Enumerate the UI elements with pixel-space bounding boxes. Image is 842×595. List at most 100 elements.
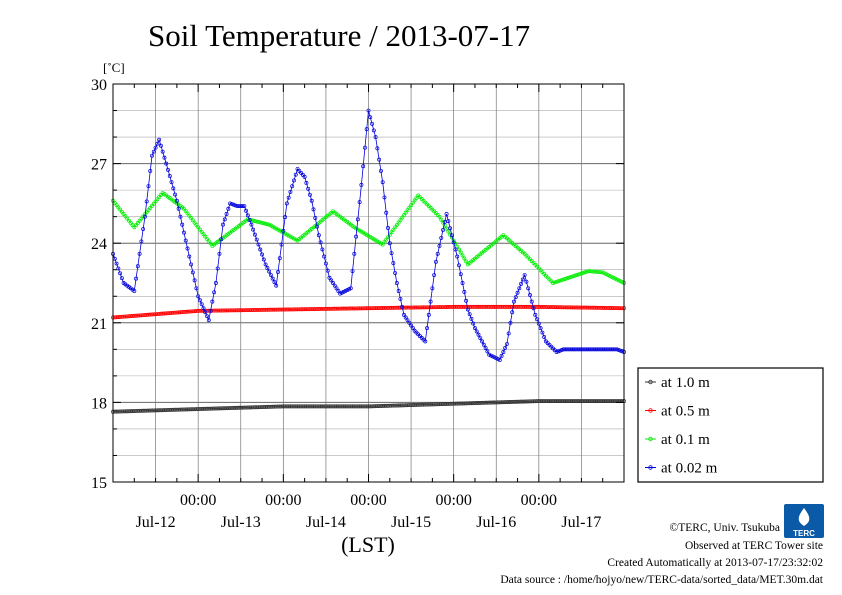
data-point <box>174 310 179 315</box>
data-point <box>119 276 124 281</box>
observed-text: Observed at TERC Tower site <box>685 540 823 552</box>
data-point <box>403 315 408 320</box>
data-point <box>192 309 197 314</box>
data-point <box>183 407 188 412</box>
data-point <box>613 347 618 352</box>
data-point <box>419 305 424 310</box>
data-point <box>375 146 380 151</box>
data-point <box>318 307 323 311</box>
data-point <box>189 262 194 267</box>
data-point <box>510 399 515 404</box>
data-point <box>529 299 534 304</box>
data-point <box>157 408 162 413</box>
data-point <box>245 213 250 218</box>
data-point <box>572 273 577 278</box>
data-point <box>403 210 408 215</box>
data-point <box>611 306 616 310</box>
data-point <box>432 402 437 407</box>
data-point <box>464 259 469 264</box>
data-point <box>329 404 334 409</box>
data-point <box>400 215 405 220</box>
data-point <box>182 407 186 412</box>
data-point <box>162 311 167 316</box>
data-point <box>325 306 330 311</box>
data-point <box>536 321 541 326</box>
data-point <box>292 178 296 183</box>
data-point <box>190 309 195 314</box>
data-point <box>524 279 529 284</box>
y-tick-label: 15 <box>91 475 107 492</box>
data-point <box>515 290 520 295</box>
y-tick-label: 30 <box>91 77 107 94</box>
data-point <box>384 237 389 242</box>
data-point <box>221 406 225 411</box>
data-point <box>400 403 405 408</box>
data-point <box>355 217 360 222</box>
data-point <box>490 400 495 405</box>
data-point <box>334 306 339 311</box>
data-point <box>540 304 545 309</box>
data-point <box>478 400 483 405</box>
data-point <box>384 210 389 215</box>
data-point <box>386 403 390 408</box>
data-point <box>549 305 554 310</box>
data-point <box>556 399 561 404</box>
data-point <box>396 289 401 293</box>
data-point <box>171 310 176 315</box>
data-point <box>386 305 390 310</box>
data-point <box>453 401 458 406</box>
data-point <box>238 405 243 410</box>
data-point <box>265 266 270 270</box>
data-point <box>178 407 183 412</box>
data-point <box>290 184 295 189</box>
data-point <box>341 306 346 311</box>
data-point <box>382 195 387 200</box>
data-point <box>148 408 153 413</box>
data-point <box>283 215 288 220</box>
data-point <box>394 281 399 285</box>
data-point <box>428 305 433 310</box>
data-point <box>182 230 186 235</box>
data-point <box>538 326 543 331</box>
data-point <box>315 224 319 229</box>
data-point <box>217 308 222 313</box>
data-point <box>192 278 197 283</box>
data-point <box>290 307 295 312</box>
data-point <box>402 213 406 218</box>
data-point <box>387 403 392 408</box>
data-point <box>155 312 160 316</box>
data-point <box>361 306 366 311</box>
data-point <box>304 180 309 185</box>
data-point <box>496 400 500 405</box>
data-point <box>272 307 277 312</box>
data-point <box>155 141 160 146</box>
x-date-label: Jul-17 <box>561 514 601 531</box>
data-point <box>233 308 238 313</box>
data-point <box>446 305 451 309</box>
data-point <box>478 336 483 341</box>
data-point <box>370 121 374 126</box>
data-point <box>508 304 513 309</box>
data-point <box>382 403 387 408</box>
data-point <box>325 268 330 273</box>
data-point <box>441 227 445 232</box>
data-point <box>185 246 190 251</box>
data-point <box>368 115 373 120</box>
data-point <box>481 304 486 309</box>
data-point <box>480 339 485 344</box>
data-point <box>517 286 522 291</box>
data-point <box>497 358 502 362</box>
data-point <box>565 347 570 352</box>
data-point <box>386 235 390 240</box>
data-point <box>439 305 444 310</box>
data-point <box>128 314 133 319</box>
data-point <box>139 313 144 318</box>
data-point <box>382 240 387 245</box>
data-point <box>432 305 437 310</box>
data-point <box>329 278 334 283</box>
data-point <box>494 400 499 405</box>
data-point <box>421 305 426 310</box>
data-point <box>559 305 564 310</box>
data-point <box>448 226 453 231</box>
data-point <box>373 306 378 311</box>
